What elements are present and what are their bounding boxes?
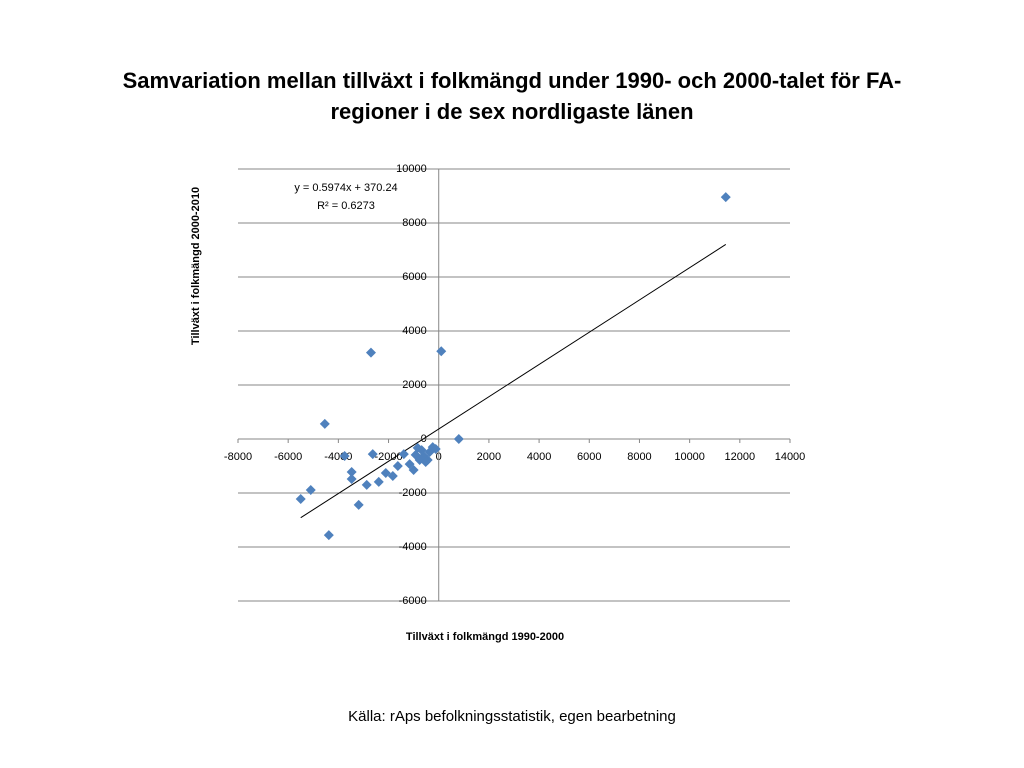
point — [365, 347, 376, 358]
point — [387, 470, 398, 481]
x-tick-label: -6000 — [274, 451, 302, 463]
point — [398, 449, 409, 460]
x-tick-label: 6000 — [577, 451, 601, 463]
trendline-equation: y = 0.5974x + 370.24 — [294, 182, 397, 194]
point — [416, 445, 427, 456]
y-tick-label: 8000 — [402, 217, 426, 229]
x-tick-label: 4000 — [527, 451, 551, 463]
x-axis-title: Tillväxt i folkmängd 1990-2000 — [406, 631, 564, 643]
trendline — [300, 244, 727, 519]
x-tick-label: 12000 — [725, 451, 756, 463]
y-tick-label: -2000 — [399, 487, 427, 499]
point — [361, 479, 372, 490]
point — [346, 466, 357, 477]
point — [323, 530, 334, 541]
point — [353, 499, 364, 510]
y-tick-label: -6000 — [399, 595, 427, 607]
point — [305, 485, 316, 496]
point — [367, 449, 378, 460]
y-tick-label: 2000 — [402, 379, 426, 391]
point — [430, 443, 441, 454]
x-tick-label: 14000 — [775, 451, 806, 463]
point — [408, 465, 419, 476]
y-tick-label: 10000 — [396, 163, 427, 175]
x-tick-label: 10000 — [674, 451, 705, 463]
x-tick-label: 2000 — [477, 451, 501, 463]
point — [720, 192, 731, 203]
source: Källa: rAps befolkningsstatistik, egen b… — [348, 708, 676, 725]
point — [392, 461, 403, 471]
chart-title: regioner i de sex nordligaste länen — [330, 99, 693, 124]
y-axis-title: Tillväxt i folkmängd 2000-2010 — [190, 187, 202, 345]
point — [436, 346, 447, 357]
point — [346, 473, 357, 484]
trendline-r2: R² = 0.6273 — [317, 200, 375, 212]
x-tick-label: -2000 — [374, 451, 402, 463]
point — [319, 418, 330, 429]
point — [295, 493, 306, 504]
y-tick-label: -4000 — [399, 541, 427, 553]
point — [453, 434, 464, 444]
point — [420, 456, 431, 467]
x-tick-label: 8000 — [627, 451, 651, 463]
chart-title: Samvariation mellan tillväxt i folkmängd… — [123, 68, 902, 93]
y-tick-label: 6000 — [402, 271, 426, 283]
y-tick-label: 4000 — [402, 325, 426, 337]
point — [339, 451, 350, 462]
x-tick-label: -8000 — [224, 451, 252, 463]
point — [373, 476, 384, 487]
